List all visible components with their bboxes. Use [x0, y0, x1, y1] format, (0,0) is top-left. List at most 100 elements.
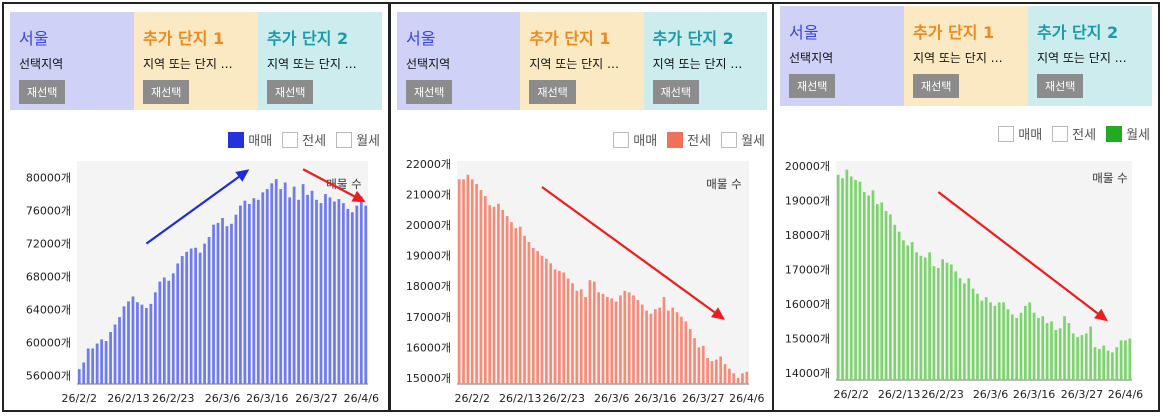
- legend-item-monthly[interactable]: 월세: [336, 130, 380, 149]
- region-reselect-button[interactable]: 재선택: [406, 80, 453, 104]
- bar: [95, 343, 99, 384]
- bar: [176, 263, 180, 384]
- bar: [488, 205, 492, 384]
- bar: [1054, 329, 1058, 380]
- y-tick-label: 21000개: [406, 189, 451, 202]
- bar: [510, 222, 513, 384]
- complex1-reselect-button[interactable]: 재선택: [913, 74, 960, 98]
- bar: [1032, 312, 1036, 380]
- region-subtitle: 선택지역: [19, 57, 64, 71]
- bar: [457, 179, 461, 384]
- x-tick-label: 26/3/6: [973, 388, 1008, 401]
- bar: [466, 174, 470, 384]
- sale-checkbox[interactable]: [998, 125, 1015, 142]
- region-reselect-button[interactable]: 재선택: [789, 74, 836, 98]
- jeonse-checkbox[interactable]: [282, 131, 299, 148]
- y-tick-label: 60000개: [26, 337, 71, 350]
- sale-checkbox[interactable]: [613, 131, 630, 148]
- legend-label: 전세: [687, 134, 712, 149]
- bar: [723, 364, 727, 384]
- bar: [1106, 350, 1110, 380]
- legend-item-jeonse[interactable]: 전세: [667, 130, 711, 149]
- bar: [337, 198, 341, 384]
- complex2-reselect-button[interactable]: 재선택: [652, 80, 700, 104]
- bar: [104, 341, 108, 384]
- legend-label: 매매: [248, 134, 273, 149]
- region-selector: 서울 선택지역 재선택: [397, 12, 521, 110]
- legend-item-monthly[interactable]: 월세: [721, 130, 765, 149]
- monthly-checkbox[interactable]: [721, 131, 738, 148]
- x-tick-label: 26/4/6: [729, 392, 764, 405]
- complex1-title: 추가 단지 1: [913, 23, 995, 42]
- bar: [1028, 302, 1032, 380]
- bar: [941, 259, 944, 380]
- bar: [601, 293, 605, 384]
- x-tick-label: 26/3/27: [682, 392, 724, 405]
- bar: [1102, 345, 1106, 380]
- bar: [239, 205, 242, 384]
- complex2-selector: 추가 단지 2 지역 또는 단지 … 재선택: [643, 12, 767, 110]
- jeonse-checkbox[interactable]: [1052, 125, 1069, 142]
- y-tick-label: 68000개: [26, 271, 71, 284]
- bar: [549, 263, 553, 384]
- complex1-reselect-button[interactable]: 재선택: [143, 80, 190, 104]
- region-selector: 서울 선택지역 재선택: [780, 6, 904, 106]
- trend-arrow-line: [145, 175, 240, 245]
- bar: [592, 281, 596, 384]
- bar: [1058, 328, 1062, 380]
- bar: [1076, 336, 1079, 380]
- bar: [1089, 326, 1092, 380]
- chart-panel-jeonse: 서울 선택지역 재선택 추가 단지 1 지역 또는 단지 … 재선택 추가 단지…: [389, 2, 775, 412]
- listing-count-chart: 15000개 16000개 17000개 18000개 19000개 20000개 2100…: [406, 158, 765, 405]
- bar: [997, 302, 1001, 380]
- complex1-reselect-button[interactable]: 재선택: [529, 80, 576, 104]
- bar: [662, 296, 666, 384]
- bar: [497, 203, 500, 384]
- monthly-checkbox[interactable]: [1106, 125, 1123, 142]
- legend-item-sale[interactable]: 매매: [998, 124, 1042, 143]
- bar: [518, 226, 522, 384]
- legend-item-jeonse[interactable]: 전세: [282, 130, 326, 149]
- legend-item-sale[interactable]: 매매: [613, 130, 657, 149]
- bar: [958, 278, 962, 380]
- x-tick-label: 26/2/23: [921, 388, 963, 401]
- complex2-reselect-button[interactable]: 재선택: [1037, 74, 1084, 98]
- bar: [505, 215, 509, 384]
- jeonse-checkbox[interactable]: [667, 131, 684, 148]
- bar: [889, 214, 892, 380]
- bar: [1050, 321, 1053, 380]
- legend-label: 월세: [356, 134, 380, 149]
- bar: [86, 348, 90, 384]
- monthly-checkbox[interactable]: [336, 131, 353, 148]
- bar: [462, 179, 465, 384]
- complex1-selector: 추가 단지 1 지역 또는 단지 … 재선택: [134, 12, 258, 110]
- y-tick-label: 20000개: [406, 219, 451, 232]
- sale-checkbox[interactable]: [228, 131, 245, 148]
- bar: [301, 184, 305, 384]
- bar: [584, 296, 587, 384]
- bar: [265, 189, 269, 384]
- bar: [932, 266, 936, 380]
- chart-legend: 매매 전세 월세: [613, 130, 765, 149]
- bar: [131, 296, 135, 384]
- bar: [127, 301, 130, 384]
- bar: [706, 358, 709, 384]
- bar: [256, 199, 260, 384]
- trend-arrow-head: [710, 307, 726, 320]
- y-tick-label: 17000개: [785, 264, 830, 277]
- bar: [897, 231, 901, 380]
- legend-item-sale[interactable]: 매매: [228, 130, 272, 149]
- bar: [902, 240, 905, 380]
- bar: [680, 316, 683, 384]
- chart-legend: 매매 전세 월세: [998, 124, 1150, 143]
- complex2-reselect-button[interactable]: 재선택: [267, 80, 314, 104]
- bar: [1010, 314, 1014, 380]
- legend-item-monthly[interactable]: 월세: [1106, 124, 1150, 143]
- region-reselect-button[interactable]: 재선택: [19, 80, 66, 104]
- bar: [82, 362, 86, 384]
- y-tick-label: 18000개: [406, 280, 451, 293]
- legend-item-jeonse[interactable]: 전세: [1052, 124, 1096, 143]
- listing-count-label: 매물 수: [326, 177, 361, 191]
- chart-panel-sale: 서울 선택지역 재선택 추가 단지 1 지역 또는 단지 … 재선택 추가 단지…: [2, 2, 390, 412]
- trend-arrow-line: [937, 191, 1099, 315]
